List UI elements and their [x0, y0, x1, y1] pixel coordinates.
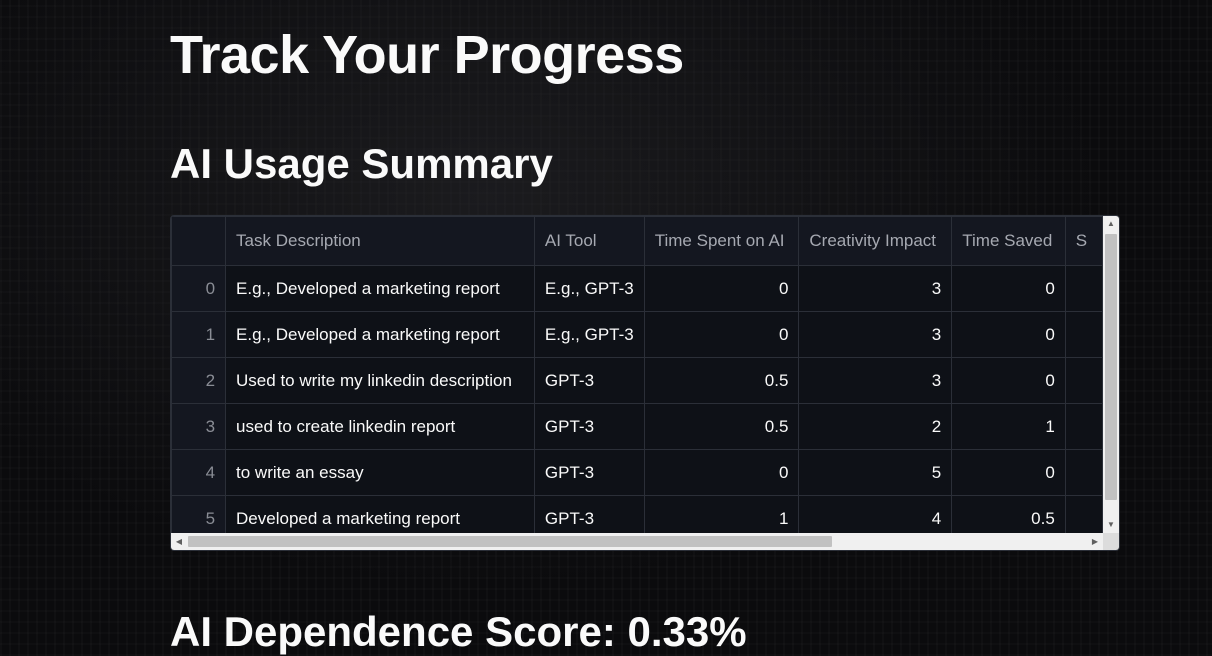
row-index-cell[interactable]: 3	[171, 403, 227, 450]
table-viewport: Task Description AI Tool Time Spent on A…	[171, 216, 1103, 533]
time-saved-cell[interactable]: 0.5	[951, 495, 1066, 533]
table-row[interactable]: 2 Used to write my linkedin description G…	[171, 357, 1103, 404]
header-task-description[interactable]: Task Description	[225, 216, 535, 266]
dependence-score-heading: AI Dependence Score: 0.33%	[170, 608, 747, 655]
header-ai-tool[interactable]: AI Tool	[533, 216, 645, 266]
ai-tool-cell[interactable]: GPT-3	[533, 449, 645, 496]
ai-tool-cell[interactable]: GPT-3	[533, 495, 645, 533]
task-description-cell[interactable]: Developed a marketing report	[225, 495, 535, 533]
arrow-left-icon[interactable]: ◀	[175, 537, 183, 546]
table-body: 0 E.g., Developed a marketing report E.g.,…	[171, 265, 1103, 533]
row-index-cell[interactable]: 0	[171, 265, 227, 312]
time-spent-cell[interactable]: 0.5	[643, 403, 800, 450]
ai-tool-cell[interactable]: GPT-3	[533, 357, 645, 404]
arrow-down-icon[interactable]: ▼	[1107, 520, 1115, 529]
creativity-impact-cell[interactable]: 4	[798, 495, 953, 533]
truncated-column-cell[interactable]	[1064, 449, 1103, 496]
header-index[interactable]	[171, 216, 227, 266]
truncated-column-cell[interactable]	[1064, 357, 1103, 404]
vertical-scroll-thumb[interactable]	[1105, 234, 1117, 500]
task-description-cell[interactable]: E.g., Developed a marketing report	[225, 311, 535, 358]
time-saved-cell[interactable]: 0	[951, 311, 1066, 358]
table-row[interactable]: 3 used to create linkedin report GPT-3 0.5 2…	[171, 403, 1103, 450]
ai-tool-cell[interactable]: GPT-3	[533, 403, 645, 450]
header-truncated-column[interactable]: S	[1064, 216, 1103, 266]
header-time-saved[interactable]: Time Saved	[951, 216, 1066, 266]
header-creativity-impact[interactable]: Creativity Impact	[798, 216, 953, 266]
usage-data-table[interactable]: Task Description AI Tool Time Spent on A…	[170, 215, 1120, 551]
arrow-right-icon[interactable]: ▶	[1091, 537, 1099, 546]
creativity-impact-cell[interactable]: 2	[798, 403, 953, 450]
time-saved-cell[interactable]: 0	[951, 357, 1066, 404]
task-description-cell[interactable]: used to create linkedin report	[225, 403, 535, 450]
ai-tool-cell[interactable]: E.g., GPT-3	[533, 265, 645, 312]
task-description-cell[interactable]: Used to write my linkedin description	[225, 357, 535, 404]
task-description-cell[interactable]: to write an essay	[225, 449, 535, 496]
summary-heading: AI Usage Summary	[170, 140, 553, 187]
horizontal-scroll-thumb[interactable]	[188, 536, 832, 547]
truncated-column-cell[interactable]	[1064, 495, 1103, 533]
creativity-impact-cell[interactable]: 5	[798, 449, 953, 496]
truncated-column-cell[interactable]	[1064, 311, 1103, 358]
vertical-scrollbar[interactable]: ▲ ▼	[1103, 216, 1119, 533]
table-row[interactable]: 5 Developed a marketing report GPT-3 1 4 0.5	[171, 495, 1103, 533]
table-header-row: Task Description AI Tool Time Spent on A…	[171, 216, 1103, 266]
time-saved-cell[interactable]: 0	[951, 265, 1066, 312]
row-index-cell[interactable]: 2	[171, 357, 227, 404]
creativity-impact-cell[interactable]: 3	[798, 357, 953, 404]
arrow-up-icon[interactable]: ▲	[1107, 219, 1115, 228]
scrollbar-corner	[1103, 533, 1119, 550]
time-spent-cell[interactable]: 0	[643, 311, 800, 358]
row-index-cell[interactable]: 1	[171, 311, 227, 358]
horizontal-scrollbar[interactable]: ◀ ▶	[171, 533, 1103, 550]
truncated-column-cell[interactable]	[1064, 265, 1103, 312]
time-spent-cell[interactable]: 0	[643, 265, 800, 312]
time-saved-cell[interactable]: 1	[951, 403, 1066, 450]
truncated-column-cell[interactable]	[1064, 403, 1103, 450]
page-title: Track Your Progress	[170, 25, 684, 85]
usage-table: Task Description AI Tool Time Spent on A…	[171, 216, 1103, 533]
header-time-spent[interactable]: Time Spent on AI	[643, 216, 800, 266]
table-row[interactable]: 0 E.g., Developed a marketing report E.g.,…	[171, 265, 1103, 312]
time-saved-cell[interactable]: 0	[951, 449, 1066, 496]
table-row[interactable]: 4 to write an essay GPT-3 0 5 0	[171, 449, 1103, 496]
table-row[interactable]: 1 E.g., Developed a marketing report E.g.,…	[171, 311, 1103, 358]
task-description-cell[interactable]: E.g., Developed a marketing report	[225, 265, 535, 312]
ai-tool-cell[interactable]: E.g., GPT-3	[533, 311, 645, 358]
time-spent-cell[interactable]: 1	[643, 495, 800, 533]
row-index-cell[interactable]: 4	[171, 449, 227, 496]
creativity-impact-cell[interactable]: 3	[798, 311, 953, 358]
time-spent-cell[interactable]: 0	[643, 449, 800, 496]
creativity-impact-cell[interactable]: 3	[798, 265, 953, 312]
row-index-cell[interactable]: 5	[171, 495, 227, 533]
time-spent-cell[interactable]: 0.5	[643, 357, 800, 404]
